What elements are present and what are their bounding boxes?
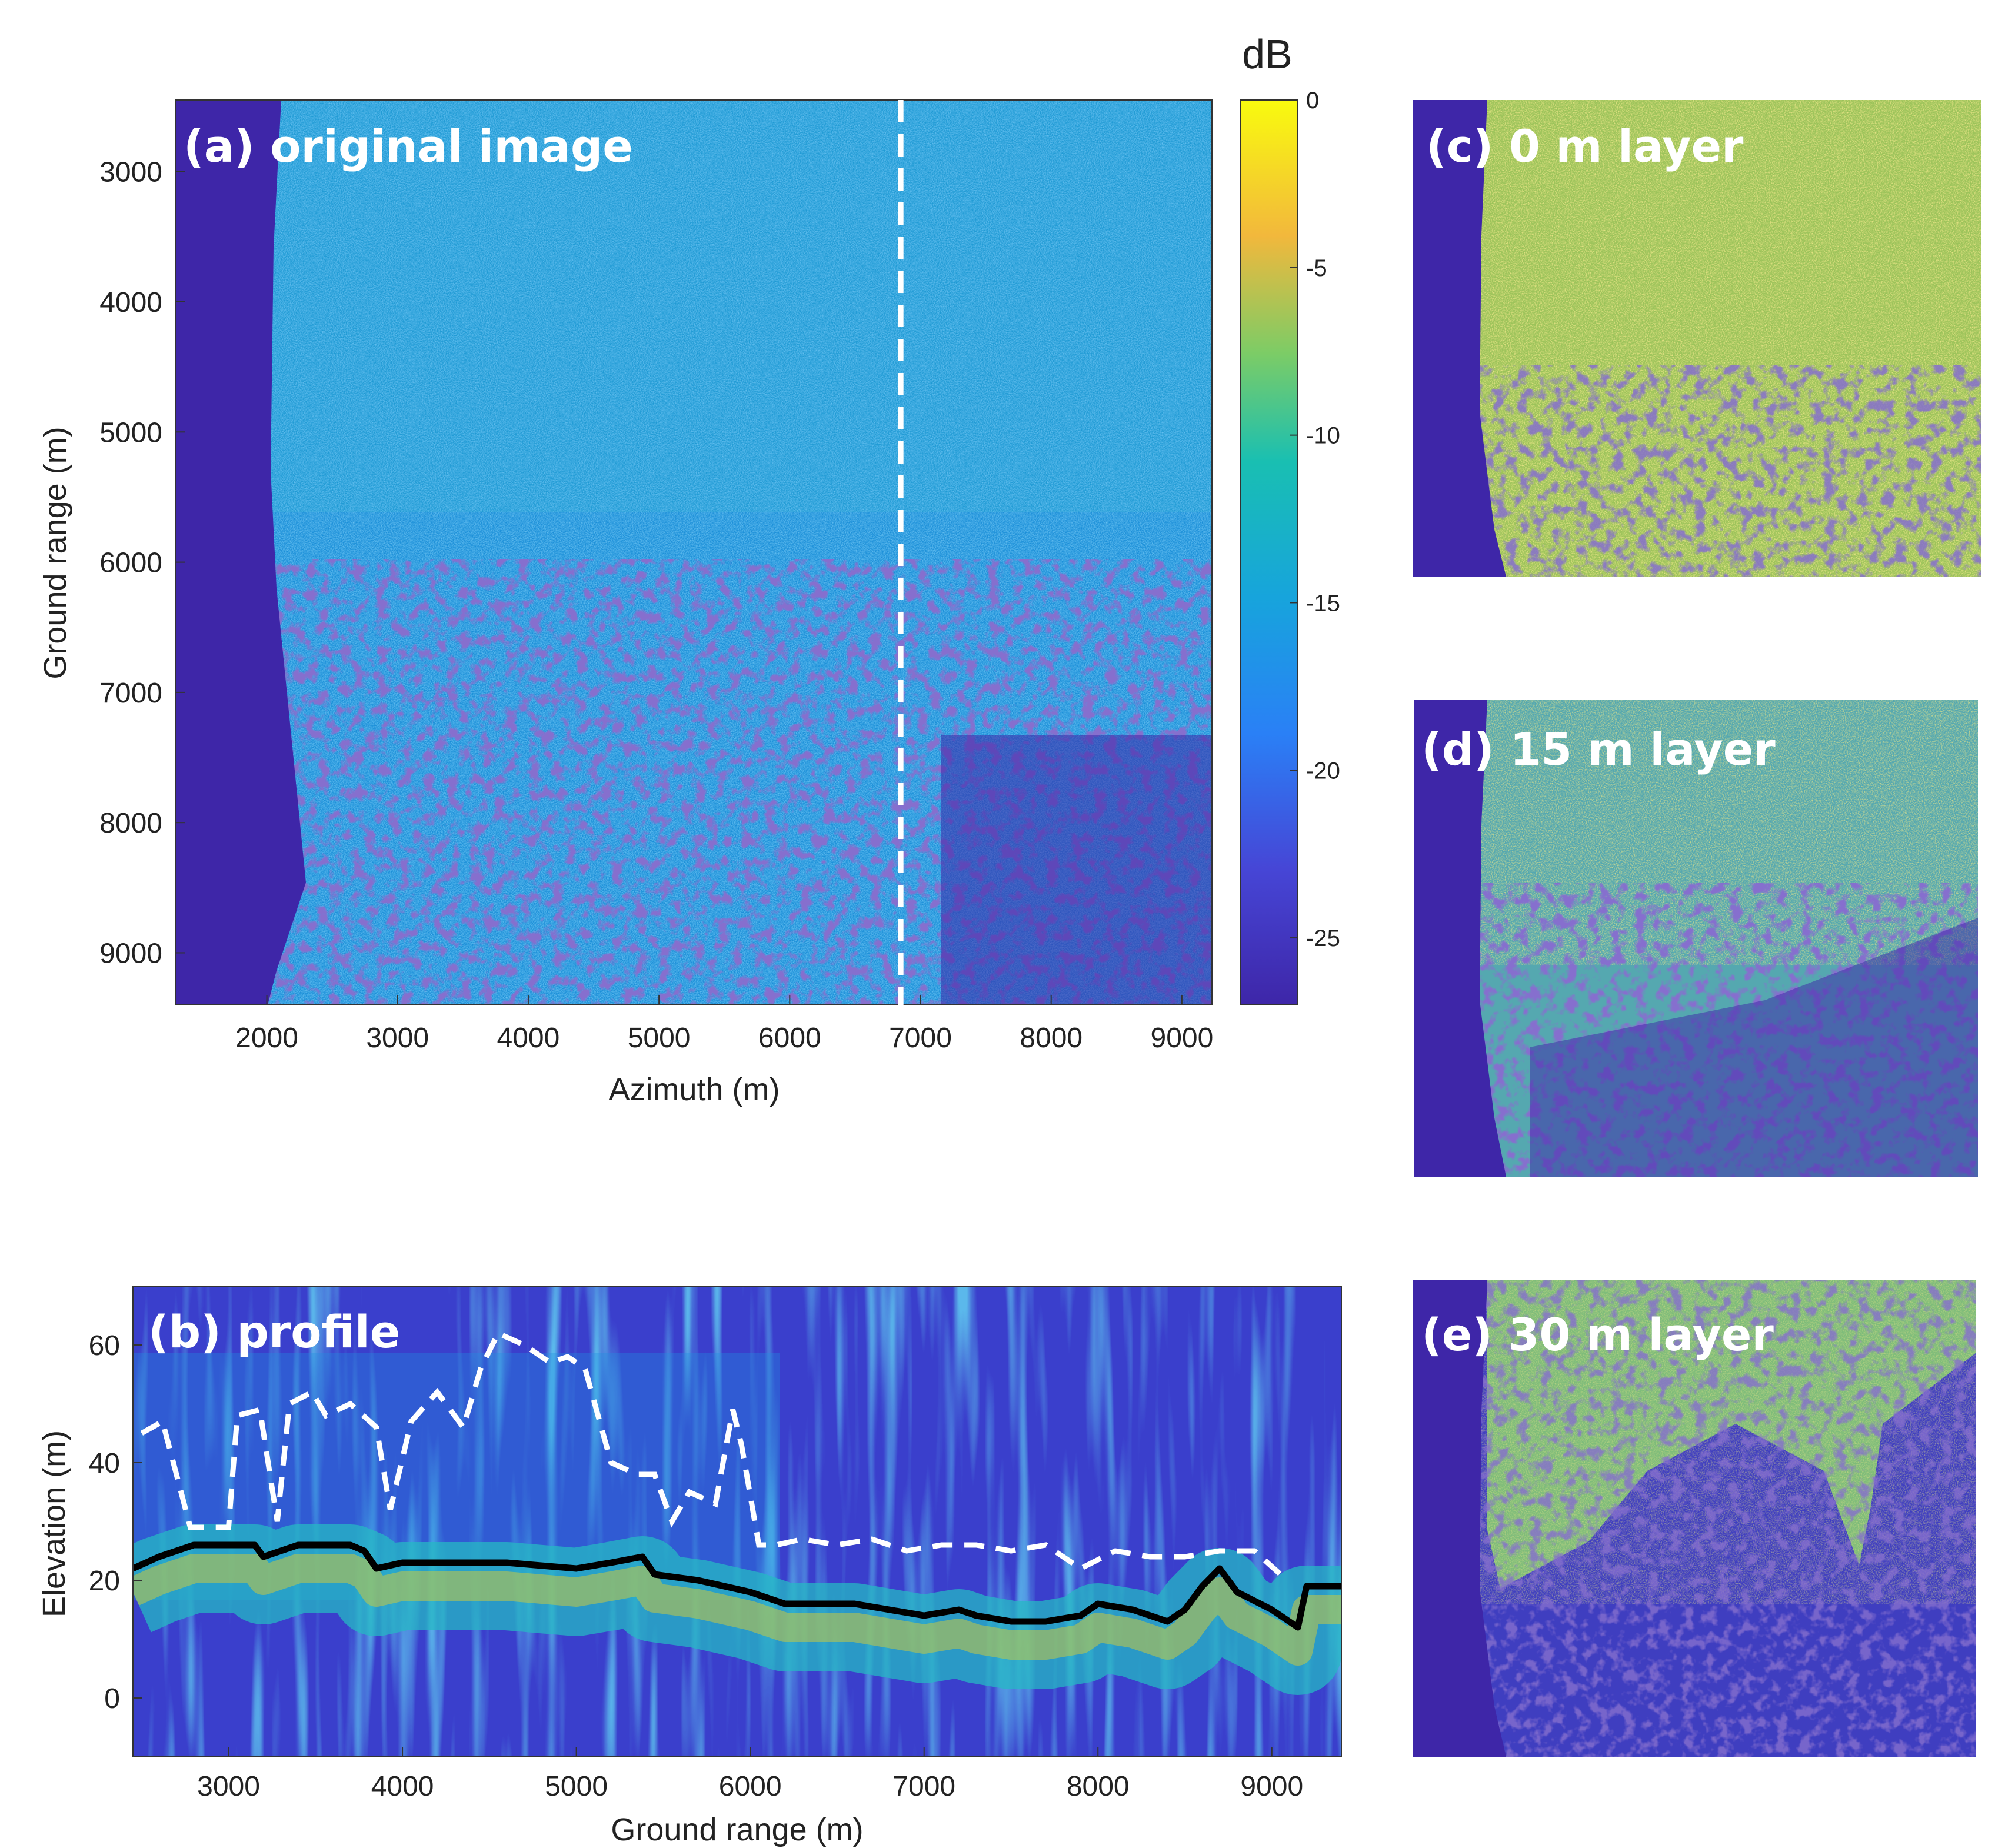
panel-b-xtick-label: 4000 [371, 1771, 434, 1802]
panel-b-xtick-label: 7000 [892, 1771, 955, 1802]
panel-a-ytick-label: 4000 [99, 287, 162, 318]
panel-a-xtick-label: 4000 [497, 1023, 560, 1054]
series-ground-line [133, 1541, 1341, 1631]
panel-b-xtick-label: 5000 [545, 1771, 608, 1802]
panel-a-xtick-label: 6000 [758, 1023, 821, 1054]
panel-c-title: (c) 0 m layer [1426, 120, 1744, 172]
panel-b-ytick-label: 60 [89, 1330, 120, 1361]
panel-a-ytick-label: 5000 [99, 417, 162, 448]
panel-a-ylabel: Ground range (m) [38, 427, 73, 679]
panel-a-xlabel: Azimuth (m) [608, 1072, 780, 1107]
panel-d-sea-strip [1414, 700, 1506, 1177]
panel-a-xtick-label: 2000 [235, 1023, 298, 1054]
panel-a-frame [175, 99, 1213, 1005]
panel-b: 3000 4000 5000 6000 7000 8000 9000 0 20 40 60 (b)… [36, 1286, 1342, 1847]
panel-c-sea-strip [1413, 100, 1506, 577]
panel-b-frame [132, 1286, 1342, 1757]
colorbar-tick-label: 0 [1306, 88, 1319, 114]
panel-a: 2000 3000 4000 5000 6000 7000 8000 9000 3000 400… [38, 99, 1213, 1107]
panel-b-x-ticks: 3000 4000 5000 6000 7000 8000 9000 [197, 1747, 1303, 1802]
colorbar-label: dB [1242, 31, 1293, 77]
panel-b-xtick-label: 9000 [1240, 1771, 1303, 1802]
panel-a-xtick-label: 5000 [628, 1023, 691, 1054]
panel-b-y-ticks: 0 20 40 60 [89, 1330, 142, 1714]
panel-a-ytick-label: 8000 [99, 808, 162, 839]
panel-e-sea-strip [1413, 1280, 1506, 1757]
panel-b-xtick-label: 6000 [719, 1771, 782, 1802]
panel-a-ytick-label: 3000 [99, 157, 162, 188]
panel-b-ytick-label: 40 [89, 1448, 120, 1479]
colorbar-tick-label: -5 [1306, 255, 1327, 281]
panel-d-title: (d) 15 m layer [1421, 723, 1776, 775]
panel-e-dark-patches [1413, 1280, 1976, 1757]
panel-b-ytick-label: 0 [104, 1683, 120, 1714]
colorbar-gradient [1240, 99, 1298, 1005]
panel-a-xtick-label: 9000 [1151, 1023, 1214, 1054]
colorbar-tick-label: -10 [1306, 423, 1340, 449]
panel-b-ylabel: Elevation (m) [36, 1430, 72, 1617]
panel-a-sea-strip [175, 100, 306, 1005]
colorbar-tick-label: -15 [1306, 590, 1340, 616]
colorbar: dB 0 -5 -10 -15 -20 -25 [1240, 31, 1340, 1005]
panel-c-dark-patches [1413, 365, 1981, 577]
colorbar-tick-label: -25 [1306, 925, 1340, 951]
panel-b-ytick-label: 20 [89, 1566, 120, 1597]
series-canopy-top-line [140, 1330, 1290, 1577]
panel-d-lower-dark-region [1530, 918, 1978, 1177]
panel-d: (d) 15 m layer [1414, 700, 1978, 1177]
colorbar-tick-label: -20 [1306, 758, 1340, 784]
colorbar-ticks: 0 -5 -10 -15 -20 -25 [1290, 88, 1340, 951]
panel-a-ytick-label: 7000 [99, 678, 162, 709]
panel-a-xtick-label: 8000 [1020, 1023, 1083, 1054]
panel-a-ytick-label: 9000 [99, 938, 162, 969]
panel-e-title: (e) 30 m layer [1421, 1308, 1774, 1361]
panel-a-y-ticks: 3000 4000 5000 6000 7000 8000 9000 [99, 157, 185, 969]
panel-b-xtick-label: 8000 [1067, 1771, 1130, 1802]
panel-b-title: (b) profile [148, 1306, 400, 1358]
panel-b-ground-signal-core [133, 1554, 1341, 1666]
panel-b-xtick-label: 3000 [197, 1771, 260, 1802]
panel-e: (e) 30 m layer [1413, 1280, 1976, 1757]
panel-a-xtick-label: 7000 [889, 1023, 952, 1054]
panel-a-x-ticks: 2000 3000 4000 5000 6000 7000 8000 9000 [235, 995, 1213, 1054]
panel-a-title: (a) original image [184, 120, 633, 172]
panel-c: (c) 0 m layer [1413, 100, 1981, 577]
panel-a-xtick-label: 3000 [366, 1023, 429, 1054]
panel-a-ytick-label: 6000 [99, 548, 162, 579]
panel-a-lower-right-dark [941, 735, 1212, 1005]
panel-b-xlabel: Ground range (m) [611, 1812, 863, 1847]
